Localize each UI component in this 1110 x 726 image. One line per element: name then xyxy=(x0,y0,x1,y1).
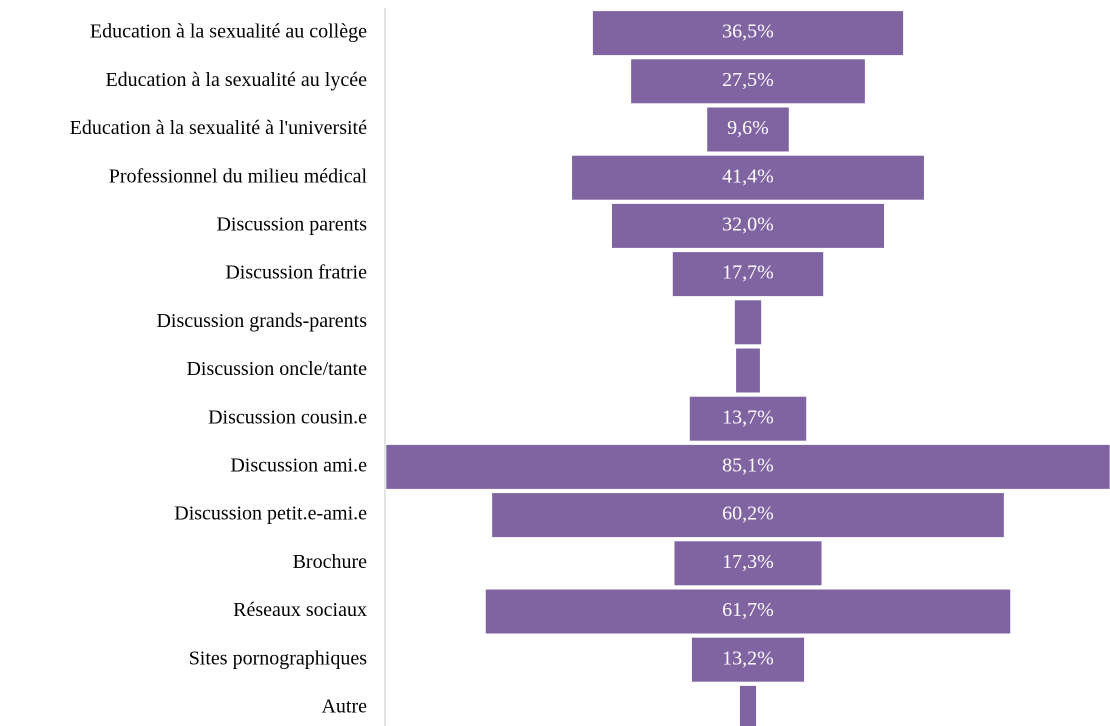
bar xyxy=(689,396,807,441)
value-label: 17,3% xyxy=(722,551,774,573)
bar xyxy=(736,348,760,393)
bar xyxy=(386,444,1110,489)
category-label: Education à la sexualité au lycée xyxy=(105,69,367,91)
bar xyxy=(739,685,757,726)
category-label: Discussion petit.e-ami.e xyxy=(174,503,367,525)
bar xyxy=(572,155,924,200)
value-label: 60,2% xyxy=(722,503,774,525)
category-label: Sites pornographiques xyxy=(189,647,368,669)
category-label: Discussion grands-parents xyxy=(156,310,367,332)
category-label: Discussion parents xyxy=(216,213,367,235)
category-label: Réseaux sociaux xyxy=(233,599,367,621)
bar xyxy=(612,203,884,248)
bar xyxy=(734,300,762,345)
value-label: 61,7% xyxy=(722,599,774,621)
bar xyxy=(691,637,805,682)
bar xyxy=(631,59,865,104)
category-label: Professionnel du milieu médical xyxy=(109,165,368,187)
value-label: 13,2% xyxy=(722,647,774,669)
category-label: Autre xyxy=(321,695,367,717)
category-label: Discussion cousin.e xyxy=(208,406,367,428)
value-label: 9,6% xyxy=(727,117,769,139)
bar xyxy=(672,252,824,297)
bar xyxy=(492,493,1004,538)
value-label: 13,7% xyxy=(722,406,774,428)
bar xyxy=(592,11,904,56)
value-label: 36,5% xyxy=(722,21,774,43)
bar xyxy=(485,589,1011,634)
category-label: Discussion ami.e xyxy=(230,454,367,476)
value-label: 27,5% xyxy=(722,69,774,91)
value-label: 41,4% xyxy=(722,165,774,187)
category-label: Discussion oncle/tante xyxy=(186,358,367,380)
category-label: Discussion fratrie xyxy=(225,262,367,284)
bar xyxy=(707,107,789,152)
bar xyxy=(674,541,822,586)
value-label: 17,7% xyxy=(722,262,774,284)
category-label: Education à la sexualité au collège xyxy=(90,21,367,43)
value-label: 32,0% xyxy=(722,213,774,235)
category-label: Brochure xyxy=(293,551,368,573)
category-label: Education à la sexualité à l'université xyxy=(70,117,368,139)
value-label: 85,1% xyxy=(722,454,774,476)
